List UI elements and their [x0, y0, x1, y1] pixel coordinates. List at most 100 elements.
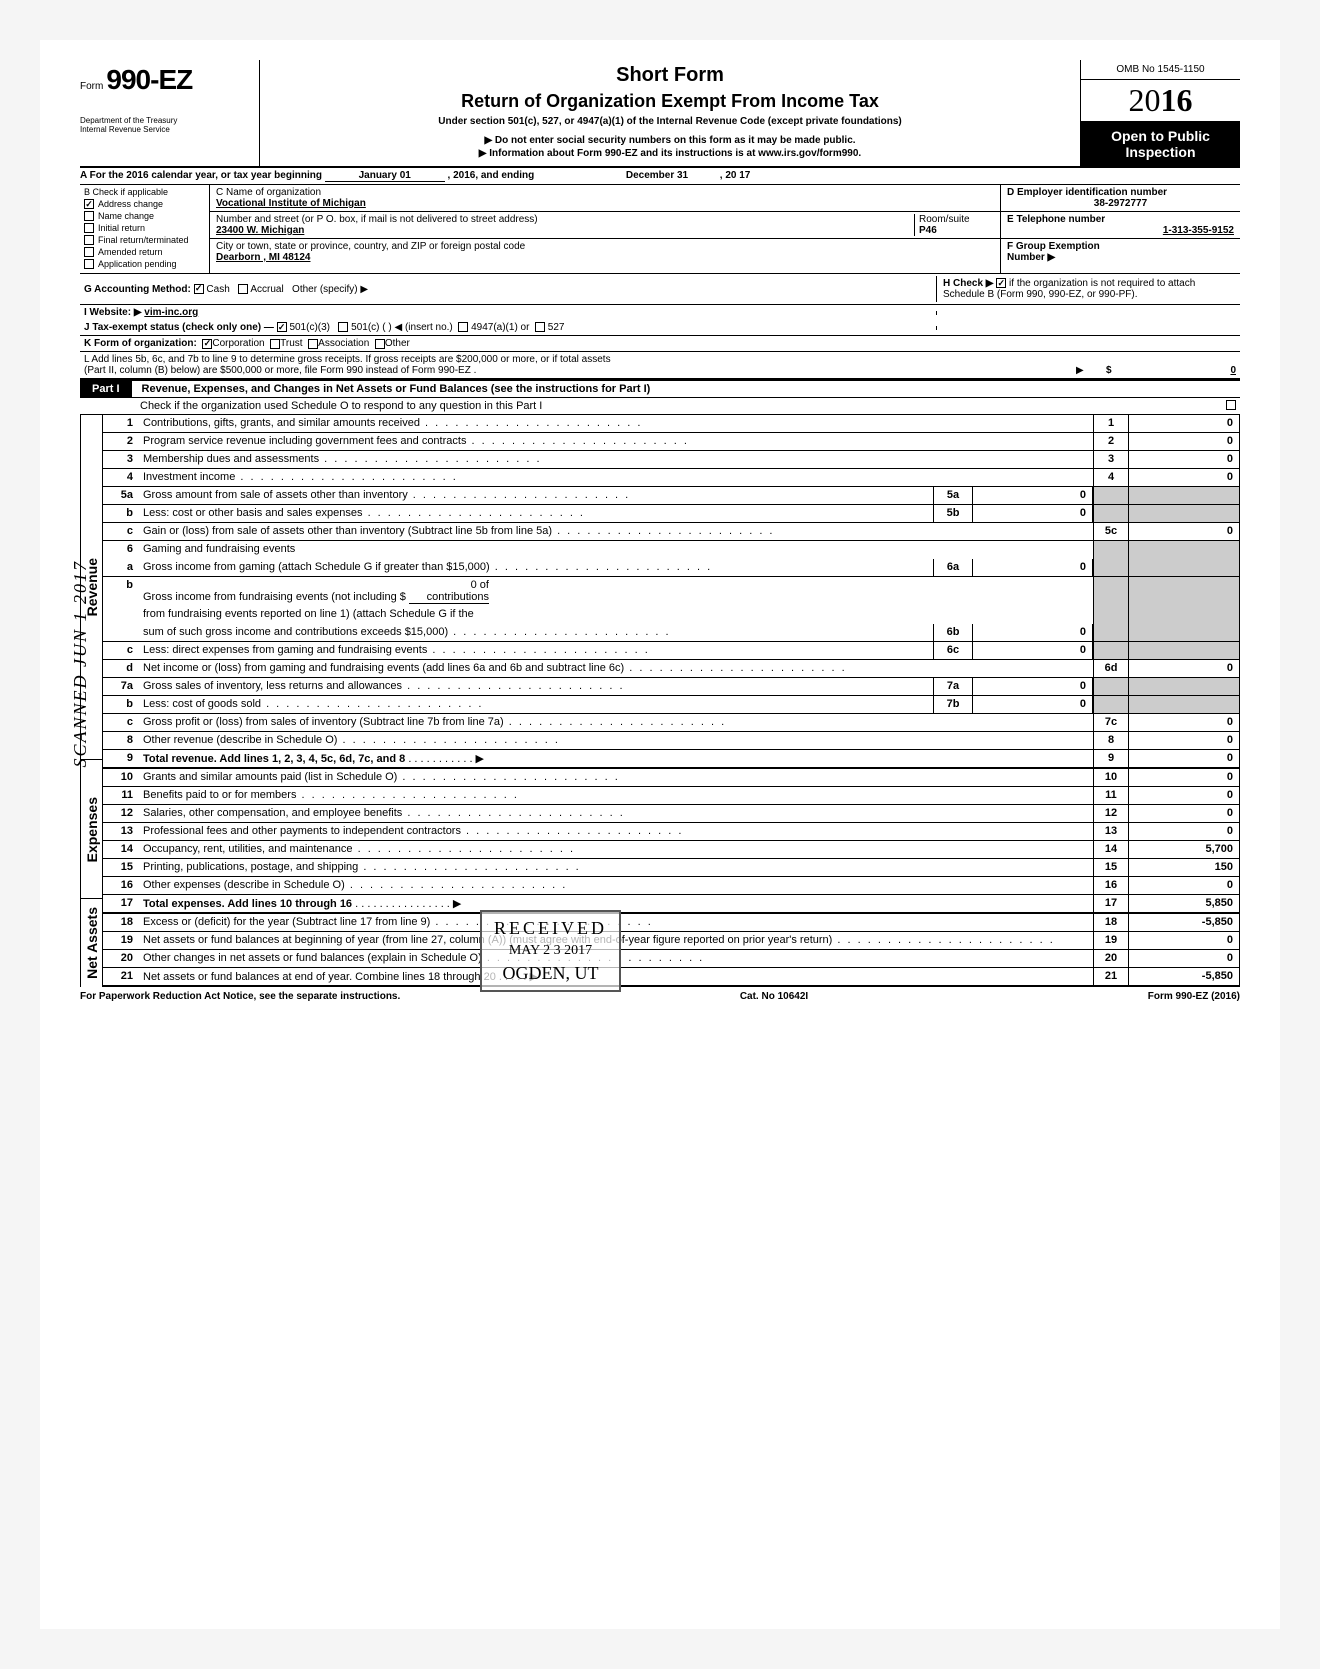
phone: 1-313-355-9152	[1007, 225, 1234, 236]
col-b: B Check if applicable Address change Nam…	[80, 185, 210, 273]
received-text: RECEIVED	[494, 918, 607, 939]
line-4: 4 Investment income 4 0	[103, 469, 1239, 487]
col-d: D Employer identification number 38-2972…	[1000, 185, 1240, 273]
line-20: 20 Other changes in net assets or fund b…	[103, 950, 1239, 968]
cb-final-return[interactable]: Final return/terminated	[84, 235, 205, 245]
row-a: A For the 2016 calendar year, or tax yea…	[80, 168, 1240, 185]
row-k: K Form of organization: Corporation Trus…	[80, 336, 1240, 352]
row-g: G Accounting Method: Cash Accrual Other …	[80, 274, 1240, 305]
line-6a: a Gross income from gaming (attach Sched…	[103, 559, 1239, 577]
line-19: 19 Net assets or fund balances at beginn…	[103, 932, 1239, 950]
cb-527[interactable]	[535, 322, 545, 332]
form-page: SCANNED JUN 1 2017 Form 990-EZ Departmen…	[40, 40, 1280, 1629]
footer-center: Cat. No 10642I	[740, 991, 808, 1002]
line-5b: b Less: cost or other basis and sales ex…	[103, 505, 1239, 523]
row-i: I Website: ▶ vim-inc.org	[80, 305, 1240, 320]
line-13: 13 Professional fees and other payments …	[103, 823, 1239, 841]
part1-title: Revenue, Expenses, and Changes in Net As…	[132, 383, 651, 395]
received-loc: OGDEN, UT	[494, 963, 607, 984]
group-label: F Group Exemption	[1007, 241, 1234, 252]
part1-label: Part I	[80, 381, 132, 397]
line-5c: c Gain or (loss) from sale of assets oth…	[103, 523, 1239, 541]
cb-corp[interactable]	[202, 339, 212, 349]
part1-header: Part I Revenue, Expenses, and Changes in…	[80, 379, 1240, 398]
line-6: 6 Gaming and fundraising events	[103, 541, 1239, 559]
cb-h[interactable]	[996, 278, 1006, 288]
dept-irs: Internal Revenue Service	[80, 125, 251, 134]
row-a-label: A For the 2016 calendar year, or tax yea…	[80, 170, 322, 181]
city: Dearborn , MI 48124	[216, 252, 994, 263]
row-h: H Check ▶ if the organization is not req…	[936, 276, 1236, 302]
cb-initial-return[interactable]: Initial return	[84, 223, 205, 233]
g-label: G Accounting Method:	[84, 284, 191, 295]
cb-4947[interactable]	[458, 322, 468, 332]
open-public: Open to Public Inspection	[1081, 122, 1240, 166]
form-number: 990-EZ	[106, 64, 192, 95]
check-schedule-o: Check if the organization used Schedule …	[80, 398, 1240, 415]
ein: 38-2972777	[1007, 198, 1234, 209]
cb-assoc[interactable]	[308, 339, 318, 349]
city-label: City or town, state or province, country…	[216, 241, 994, 252]
rows-container: 1 Contributions, gifts, grants, and simi…	[103, 415, 1239, 987]
cb-name-change[interactable]: Name change	[84, 211, 205, 221]
line-7c: c Gross profit or (loss) from sales of i…	[103, 714, 1239, 732]
footer: For Paperwork Reduction Act Notice, see …	[80, 987, 1240, 1006]
omb-number: OMB No 1545-1150	[1081, 60, 1240, 80]
street-label: Number and street (or P O. box, if mail …	[216, 214, 914, 225]
line-5a: 5a Gross amount from sale of assets othe…	[103, 487, 1239, 505]
cb-amended[interactable]: Amended return	[84, 247, 205, 257]
website: vim-inc.org	[144, 307, 198, 318]
ein-label: D Employer identification number	[1007, 187, 1234, 198]
row-a-mid: , 2016, and ending	[448, 170, 535, 181]
name-label: C Name of organization	[216, 187, 994, 198]
line-9: 9 Total revenue. Add lines 1, 2, 3, 4, 5…	[103, 750, 1239, 769]
org-name: Vocational Institute of Michigan	[216, 198, 994, 209]
year-prefix: 20	[1129, 82, 1161, 118]
dept-treasury: Department of the Treasury	[80, 96, 251, 125]
room: P46	[919, 225, 994, 236]
year-bold: 16	[1161, 82, 1193, 118]
line-10: 10 Grants and similar amounts paid (list…	[103, 769, 1239, 787]
line-12: 12 Salaries, other compensation, and emp…	[103, 805, 1239, 823]
form-header: Form 990-EZ Department of the Treasury I…	[80, 60, 1240, 168]
col-c: C Name of organization Vocational Instit…	[210, 185, 1000, 273]
header-left: Form 990-EZ Department of the Treasury I…	[80, 60, 260, 166]
line-7b: b Less: cost of goods sold 7b 0	[103, 696, 1239, 714]
header-right: OMB No 1545-1150 2016 Open to Public Ins…	[1080, 60, 1240, 166]
received-date: MAY 2 3 2017	[494, 943, 607, 959]
line-1: 1 Contributions, gifts, grants, and simi…	[103, 415, 1239, 433]
cb-address-change[interactable]: Address change	[84, 199, 205, 209]
row-a-suffix: , 20 17	[720, 170, 751, 181]
ssn-notice: ▶ Do not enter social security numbers o…	[268, 135, 1072, 146]
line-2: 2 Program service revenue including gove…	[103, 433, 1239, 451]
expenses-label: Expenses	[82, 789, 102, 870]
line-21: 21 Net assets or fund balances at end of…	[103, 968, 1239, 987]
line-18: 18 Excess or (deficit) for the year (Sub…	[103, 914, 1239, 932]
col-b-label: B Check if applicable	[84, 187, 205, 197]
header-center: Short Form Return of Organization Exempt…	[260, 60, 1080, 166]
cb-501c3[interactable]	[277, 322, 287, 332]
tax-year: 2016	[1081, 80, 1240, 122]
room-label: Room/suite	[919, 214, 994, 225]
cb-cash[interactable]	[194, 284, 204, 294]
revenue-label: Revenue	[82, 550, 102, 624]
line-11: 11 Benefits paid to or for members 11 0	[103, 787, 1239, 805]
line-6b-1: b Gross income from fundraising events (…	[103, 577, 1239, 606]
cb-trust[interactable]	[270, 339, 280, 349]
line-3: 3 Membership dues and assessments 3 0	[103, 451, 1239, 469]
received-stamp: RECEIVED MAY 2 3 2017 OGDEN, UT	[480, 910, 621, 992]
footer-left: For Paperwork Reduction Act Notice, see …	[80, 991, 400, 1002]
line-6b-2: from fundraising events reported on line…	[103, 606, 1239, 624]
line-8: 8 Other revenue (describe in Schedule O)…	[103, 732, 1239, 750]
under-section: Under section 501(c), 527, or 4947(a)(1)…	[268, 116, 1072, 127]
cb-accrual[interactable]	[238, 284, 248, 294]
cb-application-pending[interactable]: Application pending	[84, 259, 205, 269]
cb-sched-o[interactable]	[1226, 400, 1236, 410]
cb-other-org[interactable]	[375, 339, 385, 349]
gross-receipts: 0	[1126, 365, 1236, 376]
footer-right: Form 990-EZ (2016)	[1148, 991, 1240, 1002]
main-table: Revenue Expenses Net Assets 1 Contributi…	[80, 415, 1240, 987]
cb-501c[interactable]	[338, 322, 348, 332]
form-label: Form	[80, 81, 103, 92]
line-17: 17 Total expenses. Add lines 10 through …	[103, 895, 1239, 914]
